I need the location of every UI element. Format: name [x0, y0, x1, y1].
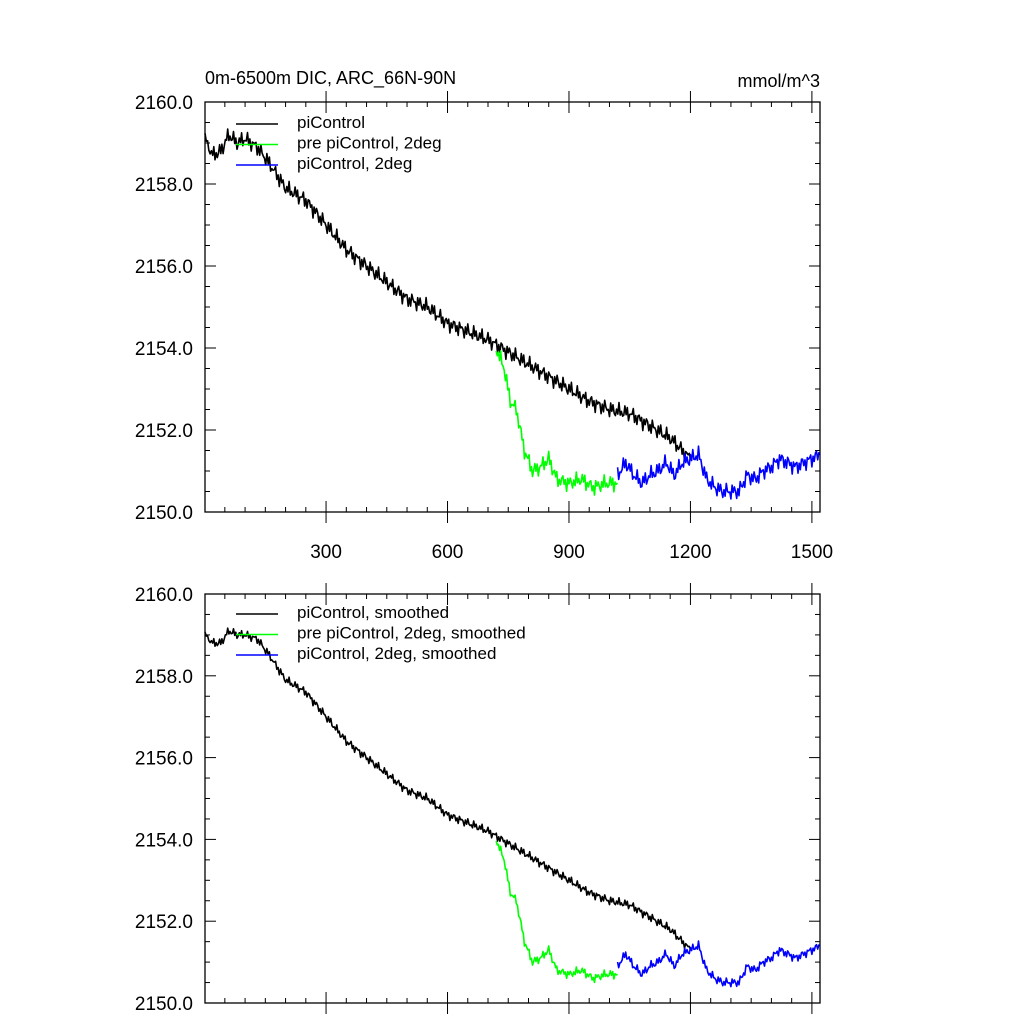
- top-panel-series: [204, 128, 821, 500]
- legend-label: piControl, 2deg: [297, 154, 412, 173]
- bottom-panel-series: [204, 627, 821, 988]
- y-tick-label: 2150.0: [135, 503, 193, 524]
- legend-label: piControl, 2deg, smoothed: [297, 644, 496, 663]
- bottom-panel-frame: [204, 593, 821, 1004]
- x-tick-label: 300: [310, 542, 342, 563]
- x-tick-label: 1500: [791, 542, 833, 563]
- series-line: [204, 627, 692, 951]
- top-panel-ticks: [205, 91, 820, 523]
- y-tick-label: 2154.0: [135, 339, 193, 360]
- series-line: [616, 445, 821, 500]
- y-tick-label: 2160.0: [135, 93, 193, 114]
- y-tick-label: 2160.0: [135, 585, 193, 606]
- y-tick-label: 2152.0: [135, 421, 193, 442]
- y-tick-label: 2158.0: [135, 667, 193, 688]
- y-tick-label: 2154.0: [135, 830, 193, 851]
- x-tick-label: 900: [553, 542, 585, 563]
- series-line: [204, 128, 692, 462]
- units-label: mmol/m^3: [738, 71, 820, 91]
- y-tick-label: 2150.0: [135, 994, 193, 1015]
- y-tick-label: 2158.0: [135, 175, 193, 196]
- top-panel-tick-labels: 2150.0 2152.0 2154.0 2156.0 2158.0 2160.0 300 6…: [135, 93, 833, 563]
- legend-label: piControl, smoothed: [297, 603, 449, 622]
- x-tick-label: 1200: [669, 542, 711, 563]
- y-tick-label: 2152.0: [135, 912, 193, 933]
- top-panel-frame: [204, 101, 821, 513]
- y-tick-label: 2156.0: [135, 749, 193, 770]
- legend-label: pre piControl, 2deg: [297, 134, 442, 153]
- chart-title: 0m-6500m DIC, ARC_66N-90N: [205, 68, 456, 89]
- legend-label: piControl: [297, 113, 365, 132]
- y-tick-label: 2156.0: [135, 257, 193, 278]
- top-panel: 2150.0 2152.0 2154.0 2156.0 2158.0 2160.0 300 6…: [135, 91, 833, 563]
- bottom-panel-tick-labels: 2150.0 2152.0 2154.0 2156.0 2158.0 2160.0: [135, 585, 193, 1015]
- series-line: [495, 350, 619, 496]
- legend-label: pre piControl, 2deg, smoothed: [297, 624, 526, 643]
- series-line: [616, 940, 821, 988]
- bottom-panel: 2150.0 2152.0 2154.0 2156.0 2158.0 2160.0 piC…: [135, 583, 821, 1015]
- x-tick-label: 600: [432, 542, 464, 563]
- bottom-panel-legend: piControl, smoothed pre piControl, 2deg, …: [236, 603, 526, 663]
- bottom-panel-ticks: [205, 583, 820, 1014]
- series-line: [495, 840, 618, 984]
